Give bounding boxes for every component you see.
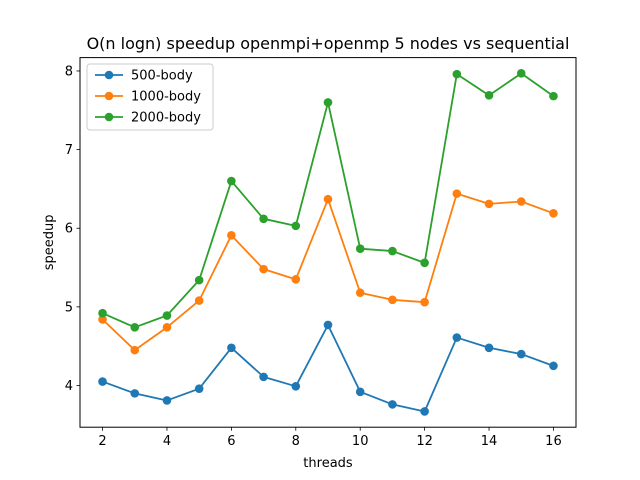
x-tick-label: 4 [163, 434, 171, 449]
y-tick-label: 8 [65, 64, 73, 79]
data-point-1000-body [388, 295, 397, 305]
legend-label: 2000-body [131, 111, 201, 126]
legend-marker-1000-body [104, 91, 114, 101]
data-point-2000-body [98, 308, 107, 318]
data-point-500-body [355, 387, 365, 397]
data-point-2000-body [162, 311, 172, 320]
data-point-1000-body [162, 323, 172, 332]
data-point-500-body [227, 343, 236, 353]
data-point-500-body [420, 407, 429, 416]
data-point-2000-body [420, 258, 429, 268]
x-tick-label: 8 [292, 434, 300, 449]
x-tick-label: 2 [98, 434, 106, 449]
data-point-500-body [323, 320, 333, 330]
data-point-1000-body [516, 197, 526, 206]
data-point-1000-body [98, 315, 107, 324]
data-point-500-body [194, 384, 204, 393]
data-point-1000-body [130, 345, 140, 355]
legend-label: 500-body [131, 69, 193, 84]
data-point-1000-body [323, 194, 333, 204]
chart-title: O(n logn) speedup openmpi+openmp 5 nodes… [87, 34, 570, 53]
data-point-500-body [452, 333, 462, 342]
y-tick-label: 6 [65, 222, 73, 237]
data-point-2000-body [227, 176, 236, 186]
data-point-1000-body [227, 231, 236, 240]
legend-marker-500-body [104, 70, 114, 80]
data-point-500-body [549, 361, 558, 371]
x-tick-label: 6 [227, 434, 235, 449]
x-tick-label: 12 [416, 434, 433, 449]
data-point-500-body [484, 343, 494, 353]
data-point-500-body [388, 400, 397, 409]
legend: 500-body 1000-body 2000-body [86, 63, 214, 131]
x-tick-label: 10 [352, 434, 369, 449]
y-tick-label: 5 [65, 300, 73, 315]
axes-frame [79, 57, 577, 428]
data-point-2000-body [355, 244, 365, 253]
data-point-500-body [162, 396, 172, 405]
data-point-2000-body [323, 98, 333, 107]
data-point-2000-body [130, 323, 140, 332]
plot-area: 2 4 6 8 10 12 14 16 4 5 6 7 8 [65, 64, 562, 449]
data-point-500-body [130, 389, 140, 398]
data-point-2000-body [388, 246, 397, 256]
data-point-2000-body [259, 214, 268, 224]
data-point-2000-body [291, 221, 301, 231]
data-point-1000-body [420, 297, 429, 307]
y-axis-label: speedup [42, 215, 57, 271]
data-point-1000-body [549, 209, 558, 218]
data-point-1000-body [194, 296, 204, 305]
data-point-1000-body [484, 199, 494, 209]
data-point-2000-body [516, 69, 526, 78]
legend-marker-2000-body [104, 112, 114, 122]
x-axis-label: threads [303, 456, 353, 471]
x-tick-label: 14 [481, 434, 498, 449]
legend-label: 1000-body [131, 90, 201, 105]
y-tick-label: 4 [65, 379, 73, 394]
data-point-1000-body [355, 288, 365, 298]
data-point-1000-body [452, 189, 462, 198]
data-point-2000-body [549, 91, 558, 101]
data-point-1000-body [291, 275, 301, 284]
data-point-500-body [98, 377, 107, 386]
data-point-2000-body [484, 91, 494, 100]
data-point-500-body [259, 372, 268, 382]
data-point-1000-body [259, 264, 268, 274]
data-point-2000-body [452, 69, 462, 79]
data-point-500-body [291, 382, 301, 391]
data-point-500-body [516, 349, 526, 359]
data-point-2000-body [194, 275, 204, 285]
x-tick-label: 16 [545, 434, 562, 449]
y-tick-label: 7 [65, 143, 73, 158]
legend-box [86, 63, 214, 131]
